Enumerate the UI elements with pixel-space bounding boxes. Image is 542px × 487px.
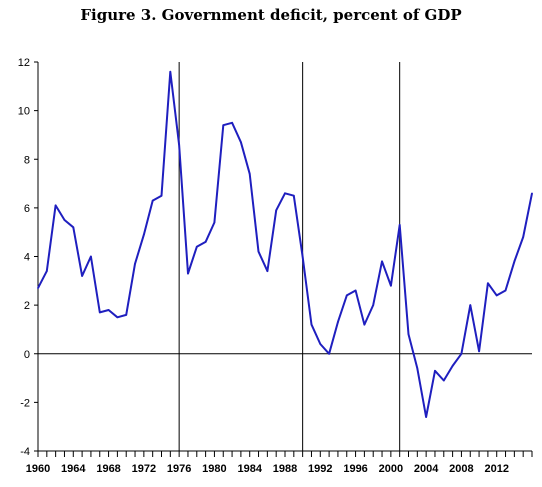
data-point (390, 284, 392, 287)
data-point (451, 365, 454, 367)
data-point (478, 350, 480, 353)
data-point (54, 204, 57, 207)
x-tick-label: 1968 (96, 463, 120, 475)
x-tick-label: 1984 (237, 463, 262, 475)
data-point (107, 309, 110, 311)
data-point (160, 194, 163, 197)
data-point (398, 224, 401, 226)
data-point (293, 194, 295, 197)
y-tick-label: 8 (24, 154, 30, 166)
data-point (72, 226, 75, 229)
data-point (363, 323, 366, 326)
data-point (195, 245, 198, 248)
data-point (460, 352, 463, 355)
data-point (487, 282, 489, 285)
data-point (222, 124, 225, 127)
data-point (434, 369, 436, 372)
data-point (284, 192, 286, 195)
data-point (504, 289, 507, 292)
data-point (248, 173, 251, 175)
x-tick-label: 1972 (132, 463, 156, 475)
data-point (143, 233, 145, 236)
data-point (37, 287, 39, 289)
data-point (345, 294, 348, 297)
data-point (407, 333, 410, 336)
x-tick-label: 1960 (26, 463, 50, 475)
data-point (337, 321, 339, 323)
x-tick-label: 2000 (379, 463, 403, 475)
data-point (178, 143, 180, 146)
x-tick-label: 1988 (273, 463, 297, 475)
data-point (134, 262, 136, 265)
data-point (372, 304, 375, 306)
data-point (116, 316, 119, 319)
tick-labels: -4 -2 0 2 4 6 8 10 12 1960 1964 1968 1972 1976 1980 198… (18, 57, 509, 475)
data-point (240, 141, 242, 144)
y-tick-label: 12 (18, 57, 30, 69)
data-point (469, 304, 472, 306)
y-tick-label: -4 (20, 446, 30, 458)
axes (34, 61, 533, 457)
x-tick-label: 2008 (449, 463, 473, 475)
x-tick-label: 1996 (343, 463, 367, 475)
data-point (310, 323, 313, 326)
data-point (513, 260, 516, 263)
y-tick-label: 0 (24, 349, 30, 361)
data-point (257, 250, 260, 253)
data-point (301, 255, 304, 258)
data-point (354, 289, 357, 292)
y-tick-label: 10 (18, 106, 30, 118)
data-point (495, 294, 498, 297)
data-point (151, 199, 154, 202)
x-tick-label: 1992 (308, 463, 332, 475)
data-point (90, 255, 92, 258)
data-point (46, 270, 48, 272)
data-point (204, 241, 207, 243)
data-point (531, 192, 533, 195)
data-point (98, 311, 101, 314)
data-point (266, 270, 269, 272)
data-point (381, 260, 383, 263)
y-tick-label: -2 (20, 397, 30, 409)
data-point (169, 70, 172, 73)
chart-title: Figure 3. Government deficit, percent of… (80, 6, 462, 24)
y-tick-label: 6 (24, 203, 30, 215)
x-tick-label: 1964 (61, 463, 86, 475)
data-point (81, 275, 83, 277)
data-point (319, 343, 322, 345)
x-tick-label: 1980 (202, 463, 226, 475)
y-tick-label: 2 (24, 300, 30, 312)
data-point (416, 367, 419, 370)
data-point (328, 352, 330, 355)
data-point (442, 379, 445, 382)
data-point (125, 314, 128, 316)
data-point (213, 221, 216, 224)
data-point (275, 209, 277, 212)
y-tick-label: 4 (24, 252, 30, 264)
data-point (63, 219, 66, 221)
data-point (425, 416, 427, 418)
reference-lines (38, 62, 532, 451)
x-tick-label: 1976 (167, 463, 191, 475)
data-point (231, 121, 233, 124)
data-point (522, 236, 524, 238)
x-tick-label: 2012 (484, 463, 508, 475)
series-group (37, 70, 533, 418)
x-tick-label: 2004 (414, 463, 439, 475)
deficit-series-line (37, 70, 533, 418)
data-point (187, 272, 189, 275)
